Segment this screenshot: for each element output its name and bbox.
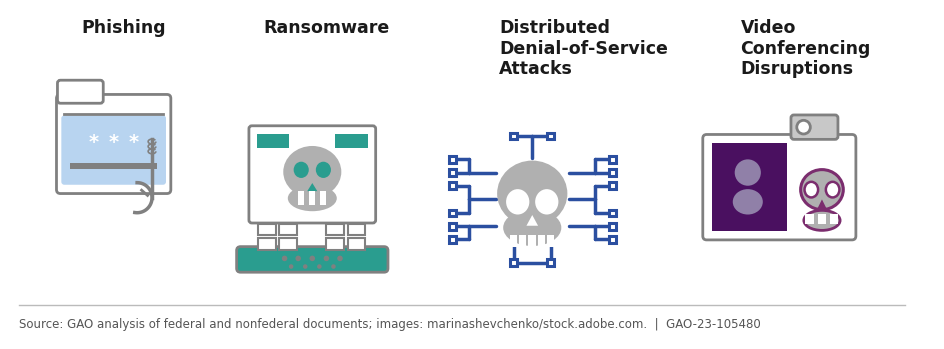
Ellipse shape [803, 210, 839, 230]
Text: *: * [109, 133, 119, 152]
Bar [448, 182, 455, 189]
Text: Phishing: Phishing [81, 19, 166, 37]
Bar [711, 143, 786, 231]
Text: *: * [88, 133, 98, 152]
Bar [326, 238, 344, 250]
Circle shape [295, 255, 300, 261]
Circle shape [281, 255, 287, 261]
Polygon shape [240, 251, 262, 268]
Bar [309, 191, 315, 205]
Ellipse shape [803, 182, 818, 198]
Bar [448, 236, 455, 243]
FancyBboxPatch shape [236, 247, 388, 272]
Bar [70, 163, 157, 169]
Bar [258, 238, 276, 250]
Bar [326, 224, 344, 235]
Bar [278, 238, 296, 250]
Text: Source: GAO analysis of federal and nonfederal documents; images: marinashevchen: Source: GAO analysis of federal and nonf… [19, 319, 760, 332]
Bar [528, 235, 535, 247]
Bar [347, 238, 364, 250]
Bar [518, 235, 526, 247]
Bar [510, 259, 516, 266]
Circle shape [303, 264, 307, 269]
Bar [608, 169, 615, 176]
Text: Video
Conferencing
Disruptions: Video Conferencing Disruptions [740, 19, 870, 79]
Circle shape [323, 255, 329, 261]
Bar [448, 210, 455, 216]
Bar [829, 214, 837, 224]
Ellipse shape [283, 146, 341, 198]
Ellipse shape [502, 209, 561, 246]
FancyBboxPatch shape [58, 80, 103, 103]
Ellipse shape [534, 189, 558, 215]
Bar [608, 182, 615, 189]
Bar [608, 210, 615, 216]
Ellipse shape [506, 189, 529, 215]
Bar [335, 134, 367, 148]
Bar [319, 191, 326, 205]
Circle shape [337, 255, 343, 261]
Ellipse shape [800, 170, 842, 210]
Bar [510, 235, 516, 247]
Circle shape [733, 159, 760, 186]
Bar [608, 236, 615, 243]
Bar [347, 224, 364, 235]
Bar [608, 223, 615, 230]
Bar [448, 169, 455, 176]
Circle shape [317, 264, 321, 269]
Bar [297, 191, 304, 205]
Polygon shape [817, 199, 826, 209]
Text: Distributed
Denial-of-Service
Attacks: Distributed Denial-of-Service Attacks [498, 19, 667, 79]
Circle shape [330, 264, 335, 269]
Bar [278, 224, 296, 235]
Ellipse shape [288, 185, 336, 211]
Bar [448, 156, 455, 163]
Circle shape [310, 255, 314, 261]
FancyBboxPatch shape [248, 126, 376, 223]
Bar [547, 235, 553, 247]
Text: Ransomware: Ransomware [263, 19, 390, 37]
Bar [258, 224, 276, 235]
Bar [608, 156, 615, 163]
FancyBboxPatch shape [61, 116, 166, 185]
Circle shape [289, 264, 293, 269]
Bar [510, 133, 516, 139]
Bar [537, 235, 545, 247]
Bar [257, 134, 289, 148]
FancyBboxPatch shape [702, 134, 855, 240]
Bar [804, 214, 813, 224]
Circle shape [796, 120, 810, 134]
Polygon shape [307, 183, 317, 191]
Bar [448, 223, 455, 230]
Bar [547, 133, 553, 139]
Text: *: * [128, 133, 139, 152]
Ellipse shape [732, 189, 762, 215]
Ellipse shape [315, 162, 330, 178]
FancyBboxPatch shape [790, 115, 837, 139]
Ellipse shape [825, 182, 838, 198]
Bar [547, 259, 553, 266]
Polygon shape [526, 215, 537, 226]
Bar [817, 214, 825, 224]
Ellipse shape [497, 161, 566, 227]
FancyBboxPatch shape [57, 95, 171, 194]
Ellipse shape [294, 162, 309, 178]
